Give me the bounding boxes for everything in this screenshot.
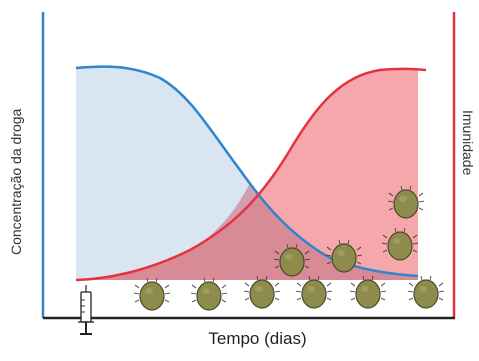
immunity-curve xyxy=(75,67,427,282)
parasite-icon xyxy=(349,275,387,309)
parasite-icon xyxy=(325,239,363,273)
parasite-icon xyxy=(273,243,311,277)
overlap-area xyxy=(76,183,418,280)
x-axis-label: Tempo (dias) xyxy=(208,329,307,348)
parasite-icon xyxy=(387,185,425,219)
pathogen-group xyxy=(133,185,445,311)
y-axis-right-label: Imunidade xyxy=(460,110,476,176)
parasite-icon xyxy=(243,275,281,309)
y-axis-left-label: Concentração da droga xyxy=(8,108,24,255)
syringe-icon xyxy=(78,285,94,335)
parasite-icon xyxy=(381,227,419,261)
parasite-icon xyxy=(295,275,333,309)
parasite-icon xyxy=(190,277,228,311)
parasite-icon xyxy=(407,275,445,309)
drug-concentration-area xyxy=(76,66,418,280)
immunity-area xyxy=(76,68,418,280)
parasite-icon xyxy=(133,277,171,311)
